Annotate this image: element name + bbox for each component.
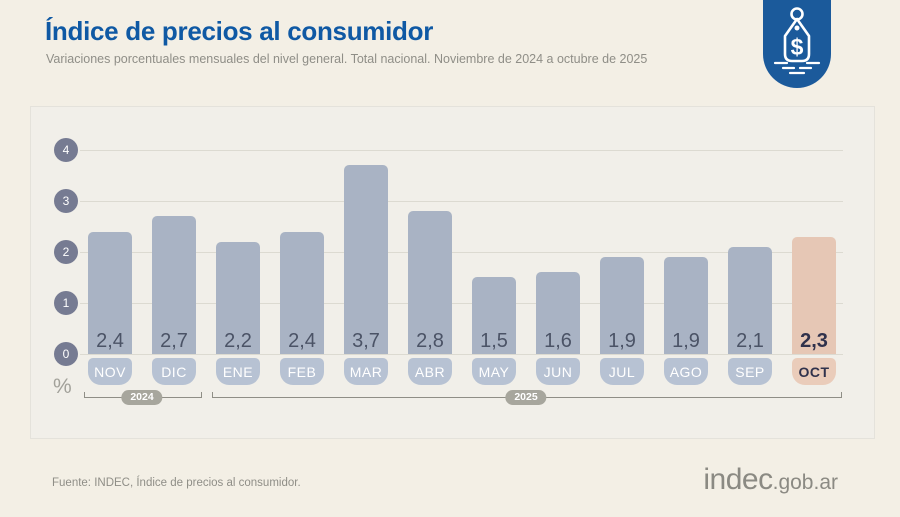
month-label-jul: JUL: [600, 358, 644, 385]
y-axis-tick-label: 4: [62, 143, 70, 157]
month-label-abr: ABR: [408, 358, 452, 385]
bar-value-may: 1,5: [480, 330, 508, 352]
bar-value-feb: 2,4: [288, 330, 316, 352]
y-axis-tick-label: 0: [62, 347, 70, 361]
year-pill-2025: 2025: [505, 390, 547, 405]
bar-abr: 2,8: [408, 211, 452, 354]
y-axis-tick-4: 4: [54, 138, 78, 162]
bar-value-jul: 1,9: [608, 330, 636, 352]
bar-ene: 2,2: [216, 242, 260, 354]
y-axis-tick-2: 2: [54, 240, 78, 264]
month-label-may: MAY: [472, 358, 516, 385]
y-axis-tick-3: 3: [54, 189, 78, 213]
gridline-4: [80, 150, 843, 151]
y-axis-tick-label: 3: [62, 194, 70, 208]
gridline-3: [80, 201, 843, 202]
bar-value-jun: 1,6: [544, 330, 572, 352]
y-axis-unit-label: %: [53, 375, 72, 398]
month-label-feb: FEB: [280, 358, 324, 385]
y-axis-tick-label: 2: [62, 245, 70, 259]
gridline-1: [80, 303, 843, 304]
month-label-nov: NOV: [88, 358, 132, 385]
source-note: Fuente: INDEC, Índice de precios al cons…: [52, 477, 301, 489]
bar-jul: 1,9: [600, 257, 644, 354]
bar-value-mar: 3,7: [352, 330, 380, 352]
month-label-dic: DIC: [152, 358, 196, 385]
y-axis-tick-label: 1: [62, 296, 70, 310]
month-label-jun: JUN: [536, 358, 580, 385]
bar-value-dic: 2,7: [160, 330, 188, 352]
bar-ago: 1,9: [664, 257, 708, 354]
y-axis-tick-1: 1: [54, 291, 78, 315]
indec-logo: indec .gob.ar: [703, 463, 838, 497]
bar-jun: 1,6: [536, 272, 580, 354]
gridline-2: [80, 252, 843, 253]
bar-value-oct: 2,3: [800, 330, 828, 352]
bar-value-ago: 1,9: [672, 330, 700, 352]
page-subtitle: Variaciones porcentuales mensuales del n…: [46, 52, 648, 66]
year-pill-2024: 2024: [121, 390, 163, 405]
logo-text-gobar: .gob.ar: [772, 471, 838, 494]
bar-value-nov: 2,4: [96, 330, 124, 352]
price-tag-icon: $: [773, 7, 821, 75]
bar-value-ene: 2,2: [224, 330, 252, 352]
gridline-0: [80, 354, 843, 355]
bar-may: 1,5: [472, 277, 516, 354]
bar-feb: 2,4: [280, 232, 324, 354]
bar-nov: 2,4: [88, 232, 132, 354]
bar-oct: 2,3: [792, 237, 836, 354]
month-label-ago: AGO: [664, 358, 708, 385]
bar-value-sep: 2,1: [736, 330, 764, 352]
bar-mar: 3,7: [344, 165, 388, 354]
month-label-ene: ENE: [216, 358, 260, 385]
month-label-mar: MAR: [344, 358, 388, 385]
price-tag-badge: $: [763, 0, 831, 88]
y-axis-tick-0: 0: [54, 342, 78, 366]
page-title: Índice de precios al consumidor: [45, 16, 434, 46]
dollar-sign: $: [791, 34, 804, 60]
logo-text-indec: indec: [703, 463, 773, 496]
ground-lines: [773, 61, 821, 75]
bar-dic: 2,7: [152, 216, 196, 354]
month-label-oct: OCT: [792, 358, 836, 385]
bar-sep: 2,1: [728, 247, 772, 354]
month-label-sep: SEP: [728, 358, 772, 385]
bar-value-abr: 2,8: [416, 330, 444, 352]
